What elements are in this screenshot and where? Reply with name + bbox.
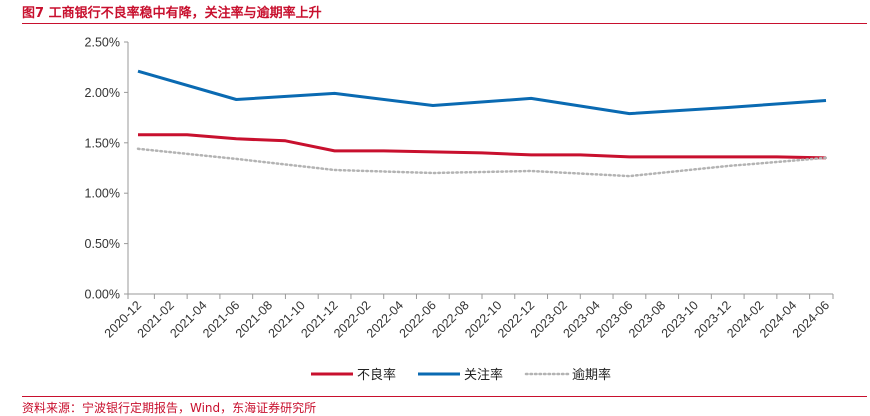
chart-series (136, 69, 828, 178)
y-tick-label: 1.00% (85, 187, 120, 201)
y-tick-label: 0.50% (85, 237, 120, 251)
series-line (136, 147, 828, 178)
chart-legend: 不良率 关注率 逾期率 (311, 367, 611, 383)
legend-label: 逾期率 (572, 367, 611, 383)
source-divider (22, 396, 867, 397)
y-tick-label: 2.50% (85, 36, 120, 50)
series-line (137, 69, 827, 116)
title-divider (22, 23, 867, 24)
y-tick-label: 1.50% (85, 136, 120, 150)
chart-title: 图7 工商银行不良率稳中有降，关注率与逾期率上升 (22, 6, 322, 21)
chart-axes: 0.00%0.50%1.00%1.50%2.00%2.50%2020-12202… (85, 36, 834, 341)
x-tick-label: 2024-06 (790, 298, 832, 340)
y-tick-label: 2.00% (85, 86, 120, 100)
legend-label: 关注率 (464, 367, 503, 383)
y-tick-label: 0.00% (85, 288, 120, 302)
legend-label: 不良率 (357, 367, 396, 383)
series-line (138, 133, 827, 160)
